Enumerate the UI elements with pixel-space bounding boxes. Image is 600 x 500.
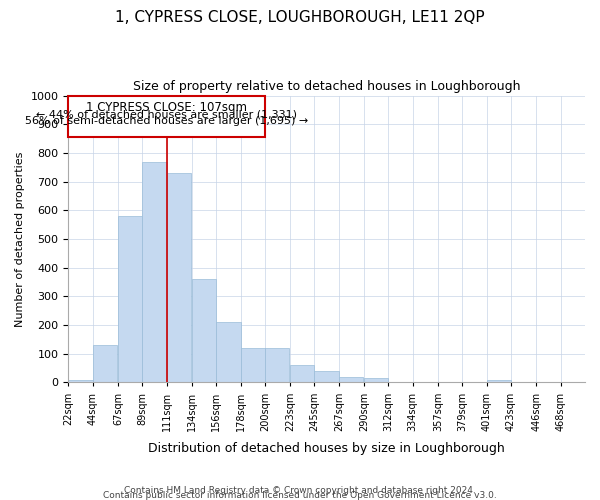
Bar	[265, 348, 289, 382]
Bar	[241, 348, 265, 382]
Bar	[339, 376, 363, 382]
Text: Contains public sector information licensed under the Open Government Licence v3: Contains public sector information licen…	[103, 491, 497, 500]
Bar	[142, 162, 167, 382]
Text: Contains HM Land Registry data © Crown copyright and database right 2024.: Contains HM Land Registry data © Crown c…	[124, 486, 476, 495]
Title: Size of property relative to detached houses in Loughborough: Size of property relative to detached ho…	[133, 80, 520, 93]
Y-axis label: Number of detached properties: Number of detached properties	[15, 152, 25, 326]
Text: 1 CYPRESS CLOSE: 107sqm: 1 CYPRESS CLOSE: 107sqm	[86, 102, 247, 114]
Bar	[290, 366, 314, 382]
Text: ← 44% of detached houses are smaller (1,331): ← 44% of detached houses are smaller (1,…	[36, 110, 297, 120]
Bar	[118, 216, 142, 382]
X-axis label: Distribution of detached houses by size in Loughborough: Distribution of detached houses by size …	[148, 442, 505, 455]
Bar	[68, 380, 92, 382]
Bar	[192, 279, 216, 382]
Text: 56% of semi-detached houses are larger (1,695) →: 56% of semi-detached houses are larger (…	[25, 116, 308, 126]
Bar	[92, 345, 117, 383]
Text: 1, CYPRESS CLOSE, LOUGHBOROUGH, LE11 2QP: 1, CYPRESS CLOSE, LOUGHBOROUGH, LE11 2QP	[115, 10, 485, 25]
Bar	[216, 322, 241, 382]
Bar	[364, 378, 388, 382]
Bar	[314, 371, 339, 382]
FancyBboxPatch shape	[68, 96, 265, 137]
Bar	[487, 380, 511, 382]
Bar	[167, 173, 191, 382]
